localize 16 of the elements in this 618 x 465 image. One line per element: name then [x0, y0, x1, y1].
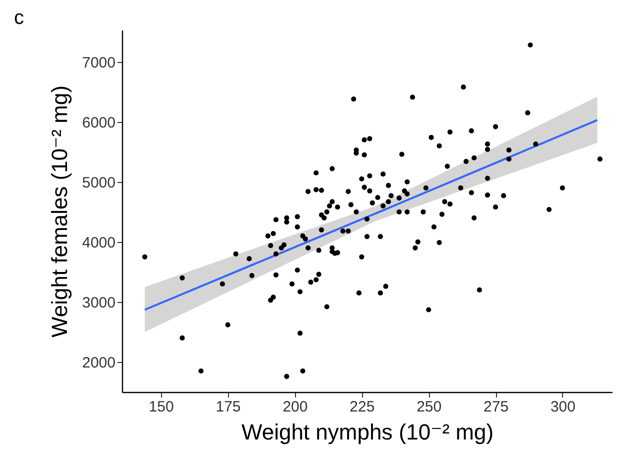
x-tick-label: 200	[282, 398, 308, 416]
x-tick-label: 175	[216, 398, 241, 416]
x-tick-label: 275	[484, 398, 509, 416]
x-axis-title: Weight nymphs (10⁻² mg)	[241, 420, 494, 444]
chart-title: c	[14, 7, 24, 29]
y-tick-label: 7000	[82, 54, 116, 72]
y-axis-title: Weight females (10⁻² mg)	[47, 85, 72, 338]
x-tick-label: 150	[148, 398, 174, 416]
x-tick-label: 300	[550, 398, 576, 416]
x-tick-label: 250	[416, 398, 442, 416]
y-tick-label: 4000	[82, 234, 116, 252]
y-tick-label: 3000	[82, 294, 116, 312]
y-tick-label: 5000	[82, 174, 116, 192]
y-tick-label: 6000	[82, 114, 116, 132]
y-tick-label: 2000	[82, 354, 116, 372]
x-tick-label: 225	[350, 398, 375, 416]
